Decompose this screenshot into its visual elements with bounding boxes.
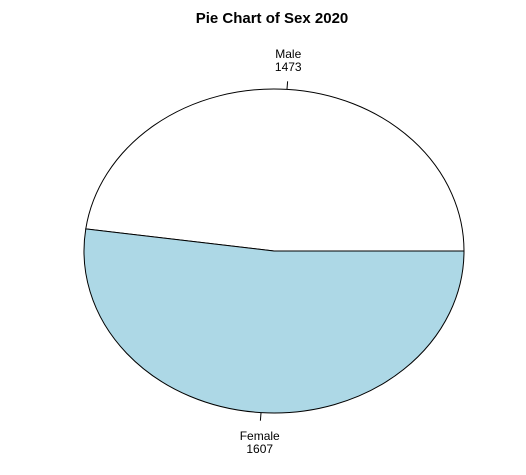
pie-leader-female (259, 412, 262, 421)
pie-slice-female (83, 228, 465, 414)
pie-label-male: Male (275, 47, 301, 61)
pie-value-female: 1607 (246, 442, 273, 456)
pie-slices (83, 88, 465, 414)
pie-leader-male (286, 81, 289, 90)
chart-title: Pie Chart of Sex 2020 (196, 10, 349, 27)
pie-label-female: Female (240, 429, 280, 443)
pie-slice-male (85, 88, 465, 252)
pie-value-male: 1473 (275, 60, 302, 74)
